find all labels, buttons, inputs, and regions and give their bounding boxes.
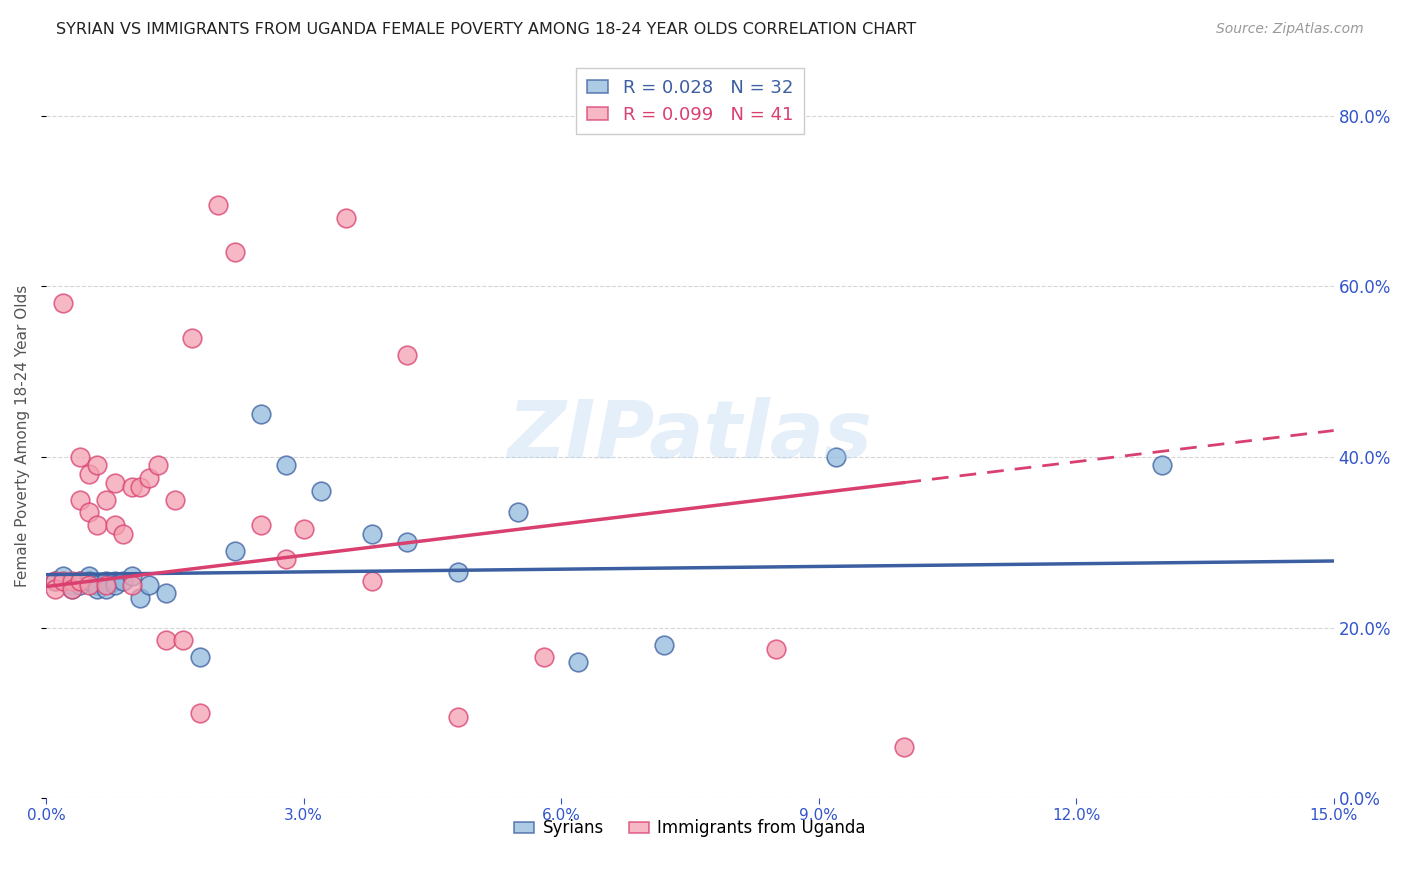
Point	[361, 574, 384, 588]
Point	[138, 471, 160, 485]
Y-axis label: Female Poverty Among 18-24 Year Olds: Female Poverty Among 18-24 Year Olds	[15, 285, 30, 587]
Point	[44, 574, 66, 588]
Point	[121, 480, 143, 494]
Point	[567, 655, 589, 669]
Point	[104, 475, 127, 490]
Point	[395, 535, 418, 549]
Point	[60, 582, 83, 596]
Point	[112, 574, 135, 588]
Point	[180, 330, 202, 344]
Point	[112, 526, 135, 541]
Point	[508, 505, 530, 519]
Point	[77, 505, 100, 519]
Point	[86, 518, 108, 533]
Point	[824, 450, 846, 464]
Point	[155, 633, 177, 648]
Point	[52, 296, 75, 310]
Point	[121, 578, 143, 592]
Point	[60, 582, 83, 596]
Point	[447, 565, 470, 579]
Point	[69, 450, 91, 464]
Point	[44, 574, 66, 588]
Text: Source: ZipAtlas.com: Source: ZipAtlas.com	[1216, 22, 1364, 37]
Text: SYRIAN VS IMMIGRANTS FROM UGANDA FEMALE POVERTY AMONG 18-24 YEAR OLDS CORRELATIO: SYRIAN VS IMMIGRANTS FROM UGANDA FEMALE …	[56, 22, 917, 37]
Point	[146, 458, 169, 473]
Point	[94, 582, 117, 596]
Point	[86, 578, 108, 592]
Point	[207, 198, 229, 212]
Point	[129, 480, 152, 494]
Point	[52, 569, 75, 583]
Point	[447, 710, 470, 724]
Point	[60, 574, 83, 588]
Point	[60, 578, 83, 592]
Point	[224, 543, 246, 558]
Point	[94, 492, 117, 507]
Point	[104, 574, 127, 588]
Point	[52, 574, 75, 588]
Point	[77, 578, 100, 592]
Point	[533, 650, 555, 665]
Point	[69, 492, 91, 507]
Point	[77, 467, 100, 481]
Point	[249, 518, 271, 533]
Point	[44, 582, 66, 596]
Point	[94, 574, 117, 588]
Point	[765, 641, 787, 656]
Legend: R = 0.028   N = 32, R = 0.099   N = 41: R = 0.028 N = 32, R = 0.099 N = 41	[575, 68, 804, 135]
Point	[395, 348, 418, 362]
Point	[652, 638, 675, 652]
Point	[309, 484, 332, 499]
Point	[104, 518, 127, 533]
Text: ZIPatlas: ZIPatlas	[508, 397, 872, 475]
Point	[155, 586, 177, 600]
Point	[129, 591, 152, 605]
Point	[292, 523, 315, 537]
Point	[104, 578, 127, 592]
Point	[276, 458, 298, 473]
Point	[163, 492, 186, 507]
Point	[893, 739, 915, 754]
Point	[1150, 458, 1173, 473]
Point	[86, 458, 108, 473]
Point	[249, 407, 271, 421]
Point	[224, 245, 246, 260]
Point	[77, 569, 100, 583]
Point	[190, 706, 212, 720]
Point	[276, 552, 298, 566]
Point	[190, 650, 212, 665]
Point	[69, 578, 91, 592]
Point	[94, 578, 117, 592]
Point	[361, 526, 384, 541]
Point	[86, 582, 108, 596]
Point	[172, 633, 194, 648]
Point	[138, 578, 160, 592]
Point	[335, 211, 357, 226]
Point	[69, 574, 91, 588]
Point	[69, 574, 91, 588]
Point	[121, 569, 143, 583]
Point	[77, 574, 100, 588]
